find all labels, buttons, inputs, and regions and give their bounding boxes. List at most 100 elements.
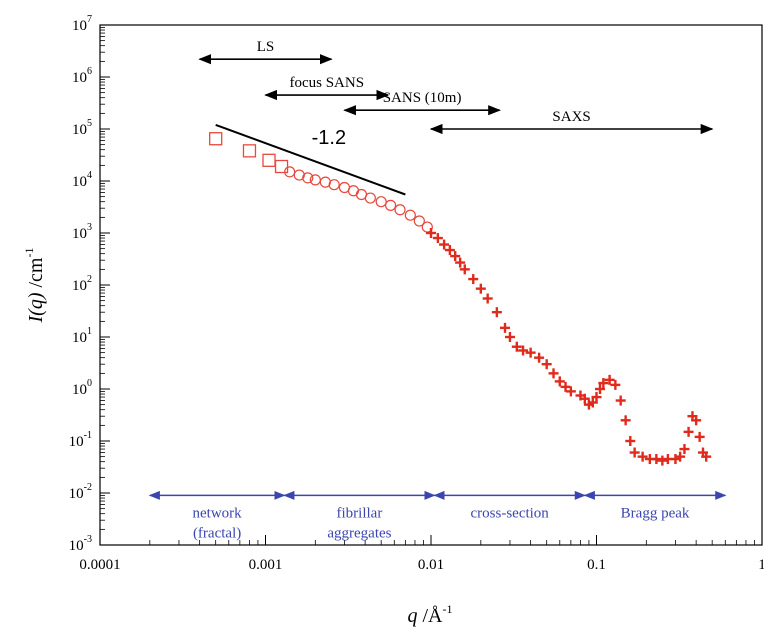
region-label: network: [193, 505, 243, 521]
data-point-cross: [683, 426, 694, 437]
technique-range-label: LS: [257, 39, 275, 55]
data-point-cross: [444, 245, 455, 256]
y-tick-label: 10-2: [69, 482, 92, 502]
data-point-circle: [394, 204, 406, 216]
data-point-cross: [691, 415, 702, 426]
data-point-cross: [468, 274, 479, 285]
y-tick-label: 102: [72, 274, 92, 294]
data-point-cross: [595, 384, 606, 394]
svg-text:q /Å-1: q /Å-1: [408, 602, 453, 627]
data-point-cross: [450, 251, 461, 262]
data-point-cross: [565, 386, 576, 397]
data-point-cross: [541, 359, 552, 370]
data-point-cross: [651, 454, 662, 465]
region-label: fibrillar: [337, 505, 383, 521]
data-point-circle: [302, 172, 314, 184]
y-axis-title-main: I(q): [25, 292, 47, 323]
data-point-cross: [482, 293, 493, 304]
data-point-cross: [534, 352, 545, 363]
data-point-circle: [375, 196, 387, 208]
slope-guide: -1.2: [215, 123, 406, 196]
data-point-cross: [598, 378, 609, 389]
data-point-circle: [364, 192, 376, 204]
data-point-cross: [629, 447, 640, 458]
data-point-cross: [511, 341, 522, 352]
y-tick-label: 106: [72, 66, 92, 86]
slope-label: -1.2: [312, 127, 346, 149]
region-label-line2: (fractal): [193, 525, 241, 541]
data-point-circle: [404, 209, 416, 221]
technique-range-arrows: LS focus SANS SANS (10m) SAXS: [198, 39, 714, 135]
data-point-cross: [459, 264, 470, 275]
x-tick-label: 0.1: [587, 557, 606, 573]
x-axis-title-main: q: [408, 605, 418, 627]
data-point-cross: [475, 283, 486, 294]
y-tick-label: 10-1: [69, 430, 92, 450]
x-tick-label: 0.0001: [79, 557, 120, 573]
data-point-cross: [637, 451, 648, 462]
y-tick-label: 107: [72, 14, 92, 34]
technique-range-label: focus SANS: [289, 75, 364, 91]
data-point-circle: [413, 215, 425, 227]
x-tick-label: 0.01: [418, 557, 444, 573]
y-tick-label: 104: [72, 170, 92, 190]
data-point-cross: [679, 444, 690, 455]
region-arrows: network (fractal) fibrillar aggregates cross…: [148, 490, 727, 541]
technique-range-label: SAXS: [552, 109, 590, 125]
data-point-cross: [591, 392, 602, 403]
data-point-cross: [432, 233, 443, 244]
data-point-cross: [518, 345, 529, 356]
data-point-cross: [439, 239, 450, 250]
data-point-cross: [554, 376, 565, 387]
y-axis-title-exp: -1: [22, 248, 36, 258]
x-axis-ticks: 0.0001 0.001 0.01 0.1 1: [79, 535, 764, 573]
data-point-circle: [384, 199, 397, 211]
data-point-square: [262, 153, 276, 167]
data-point-cross: [587, 397, 598, 408]
x-axis-title-exp: -1: [443, 602, 453, 616]
data-point-cross: [548, 368, 559, 379]
data-point-square: [242, 144, 257, 158]
data-point-cross: [491, 307, 502, 318]
data-point-cross: [701, 451, 712, 462]
y-axis-title: I(q) /cm-1: [22, 248, 47, 324]
slope-line: [215, 123, 406, 196]
data-point-cross: [500, 322, 511, 333]
data-points: [209, 132, 712, 466]
data-point-cross: [560, 381, 571, 392]
data-point-circle: [328, 179, 340, 191]
data-point-cross: [657, 455, 668, 466]
data-point-cross: [615, 395, 626, 406]
data-point-cross: [504, 332, 515, 342]
data-point-square: [209, 132, 223, 146]
data-point-cross: [455, 257, 466, 268]
x-tick-label: 1: [758, 557, 764, 573]
data-point-cross: [579, 393, 590, 404]
svg-text:I(q) /cm-1: I(q) /cm-1: [22, 248, 47, 324]
data-point-cross: [620, 415, 631, 426]
data-point-cross: [610, 379, 621, 390]
technique-range-label: SANS (10m): [383, 90, 462, 106]
region-label: cross-section: [471, 505, 550, 521]
data-point-cross: [604, 374, 615, 385]
data-point-cross: [426, 228, 436, 238]
data-point-cross: [675, 451, 686, 462]
x-axis-title: q /Å-1: [408, 602, 453, 627]
y-tick-label: 101: [72, 326, 92, 346]
region-label: Bragg peak: [621, 505, 690, 521]
x-tick-label: 0.001: [249, 557, 283, 573]
data-point-square: [274, 159, 289, 174]
y-axis-ticks: 10-3 10-2 10-1 100 101 102 103 104 105 106 107: [69, 14, 110, 554]
y-tick-label: 105: [72, 118, 92, 138]
data-point-cross: [694, 431, 705, 442]
y-tick-label: 10-3: [69, 534, 92, 554]
data-point-cross: [525, 347, 536, 358]
y-tick-label: 103: [72, 222, 92, 242]
data-point-circle: [284, 166, 296, 178]
y-axis-title-unit: /cm: [25, 257, 47, 292]
region-label-line2: aggregates: [327, 525, 391, 541]
x-axis-title-unit: /Å: [418, 605, 444, 627]
y-tick-label: 100: [72, 378, 92, 398]
data-point-cross: [625, 436, 636, 446]
